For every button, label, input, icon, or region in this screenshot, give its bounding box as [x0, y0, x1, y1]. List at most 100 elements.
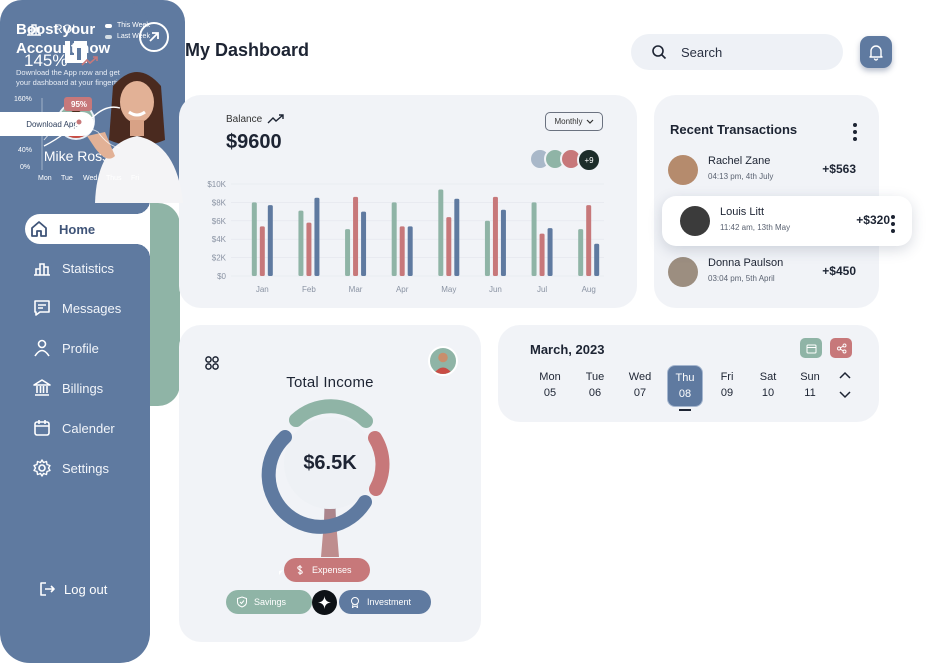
chart-bar[interactable]	[531, 202, 537, 276]
day-thu-selected[interactable]: Thu 08	[668, 366, 702, 406]
nav-settings[interactable]: Settings	[28, 453, 109, 483]
legend-this-week-label: This Week	[117, 22, 150, 29]
day-fri[interactable]: Fri 09	[709, 371, 745, 399]
transaction-name: Louis Litt	[720, 206, 765, 218]
more-options-icon[interactable]	[853, 123, 857, 141]
nav-messages-label: Messages	[62, 300, 122, 316]
chart-bar[interactable]	[484, 220, 490, 276]
avatar	[680, 206, 710, 236]
roi-x-tick: Fri	[131, 175, 140, 182]
day-tue[interactable]: Tue 06	[577, 371, 613, 399]
nav-home-label: Home	[59, 221, 96, 237]
chart-bar[interactable]	[407, 226, 413, 276]
period-dropdown[interactable]: Monthly	[545, 112, 603, 131]
transaction-row[interactable]: Louis Litt 11:42 am, 13th May +$320	[680, 206, 890, 240]
avatar[interactable]	[428, 346, 458, 376]
day-wed[interactable]: Wed 07	[622, 371, 658, 399]
app-logo-icon[interactable]	[64, 40, 88, 64]
nav-calender[interactable]: Calender	[28, 413, 115, 443]
chart-bar[interactable]	[306, 222, 312, 276]
roi-highlight-point[interactable]	[75, 118, 83, 126]
investment-pill[interactable]: Investment	[339, 590, 431, 614]
nav-statistics[interactable]: Statistics	[28, 253, 114, 283]
chart-bar[interactable]	[251, 202, 257, 276]
nav-home[interactable]: Home	[25, 200, 150, 258]
chart-x-tick: Feb	[302, 285, 316, 294]
open-promo-button[interactable]	[139, 22, 169, 52]
chart-bar[interactable]	[492, 196, 498, 276]
chart-bar[interactable]	[267, 205, 273, 276]
share-button[interactable]	[830, 338, 852, 358]
chart-bar[interactable]	[345, 229, 351, 276]
chart-y-tick: $8K	[212, 198, 227, 207]
roi-line-last-week	[43, 127, 121, 149]
transaction-row-highlighted[interactable]: Louis Litt 11:42 am, 13th May +$320	[662, 196, 912, 246]
savings-pill[interactable]: Savings	[226, 590, 312, 614]
grid-icon[interactable]	[205, 356, 219, 370]
chevron-down-icon[interactable]	[838, 389, 852, 399]
roi-line-chart: 160% 120% 80% 40% 0% Mon Tue Wed Thus Fr…	[14, 96, 140, 182]
nav-billings[interactable]: Billings	[28, 373, 103, 403]
investment-label: Investment	[367, 597, 412, 607]
sparkle-button[interactable]	[312, 590, 337, 615]
expenses-pill[interactable]: Expenses	[284, 558, 370, 582]
day-mon[interactable]: Mon 05	[532, 371, 568, 399]
day-name: Wed	[628, 371, 652, 383]
day-number: 08	[678, 388, 692, 400]
balance-bar-chart: $0 $2K $4K $6K $8K $10K Jan Feb Mar Apr May Jun Jul A…	[207, 180, 604, 294]
transaction-row[interactable]: Donna Paulson 03:04 pm, 5th April +$450	[668, 257, 868, 291]
chart-bar[interactable]	[578, 229, 584, 276]
roi-highlight-label: 95%	[71, 100, 87, 109]
logout-button[interactable]: Log out	[38, 580, 107, 598]
day-number: 09	[720, 387, 734, 399]
more-options-icon[interactable]	[891, 215, 895, 233]
nav-calender-label: Calender	[62, 420, 115, 436]
roi-y-tick: 120%	[14, 113, 32, 120]
page-title: My Dashboard	[185, 40, 310, 60]
chart-bar[interactable]	[391, 202, 397, 276]
profile-icon	[34, 339, 50, 357]
selected-day-indicator	[679, 409, 691, 411]
chart-x-tick: Jan	[256, 285, 269, 294]
bank-icon	[33, 379, 51, 396]
transaction-amount: +$320	[856, 213, 890, 227]
chart-bar[interactable]	[547, 228, 553, 276]
chevron-up-icon[interactable]	[838, 371, 852, 381]
chart-bar[interactable]	[399, 226, 405, 276]
nav-profile[interactable]: Profile	[28, 333, 99, 363]
messages-icon	[34, 300, 50, 316]
notification-button[interactable]	[860, 36, 892, 68]
transaction-date: 04:13 pm, 4th July	[708, 172, 774, 181]
chart-bar[interactable]	[454, 198, 460, 276]
transaction-name: Rachel Zane	[708, 155, 771, 167]
day-name: Tue	[585, 371, 605, 383]
chart-bar[interactable]	[361, 211, 367, 276]
search-input[interactable]: Search	[631, 34, 843, 70]
legend-last-week: Last Week	[105, 33, 150, 40]
transaction-row[interactable]: Rachel Zane 04:13 pm, 4th July +$563	[668, 155, 868, 189]
transactions-title: Recent Transactions	[670, 122, 798, 137]
chart-bar[interactable]	[438, 189, 444, 276]
balance-value: $9600	[226, 131, 282, 153]
chart-bar[interactable]	[594, 243, 600, 276]
day-sun[interactable]: Sun 11	[792, 371, 828, 399]
chart-bar[interactable]	[446, 217, 452, 276]
trend-up-icon	[81, 56, 98, 66]
chart-bar[interactable]	[539, 233, 545, 276]
chart-bar[interactable]	[586, 205, 592, 276]
chart-bar[interactable]	[298, 210, 304, 276]
calendar-view-button[interactable]	[800, 338, 822, 358]
nav-messages[interactable]: Messages	[28, 293, 121, 323]
chart-bar[interactable]	[259, 226, 265, 276]
search-icon	[652, 45, 667, 60]
chart-y-tick: $0	[217, 272, 226, 281]
roi-title: ROI	[54, 22, 76, 36]
shield-icon	[237, 596, 247, 608]
chart-bar[interactable]	[500, 209, 506, 276]
day-sat[interactable]: Sat 10	[750, 371, 786, 399]
period-dropdown-label: Monthly	[554, 117, 583, 126]
more-avatars-badge[interactable]: +9	[577, 148, 601, 172]
savings-label: Savings	[254, 597, 287, 607]
chart-bar[interactable]	[353, 196, 359, 276]
chart-bar[interactable]	[314, 197, 320, 276]
